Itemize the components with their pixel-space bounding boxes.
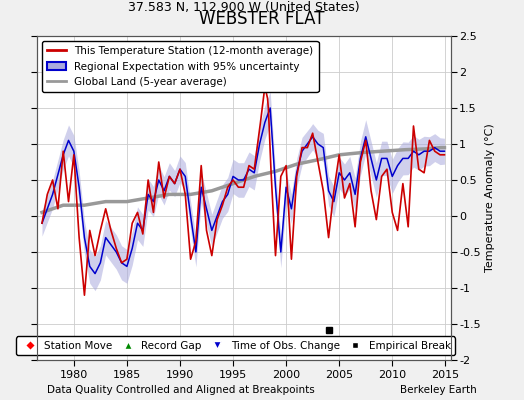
Y-axis label: Temperature Anomaly (°C): Temperature Anomaly (°C) (485, 124, 495, 272)
Legend: Station Move, Record Gap, Time of Obs. Change, Empirical Break: Station Move, Record Gap, Time of Obs. C… (16, 336, 455, 355)
Text: WEBSTER FLAT: WEBSTER FLAT (199, 10, 325, 28)
Text: Data Quality Controlled and Aligned at Breakpoints: Data Quality Controlled and Aligned at B… (47, 385, 315, 395)
Text: Berkeley Earth: Berkeley Earth (400, 385, 477, 395)
Title: 37.583 N, 112.900 W (United States): 37.583 N, 112.900 W (United States) (128, 1, 359, 14)
